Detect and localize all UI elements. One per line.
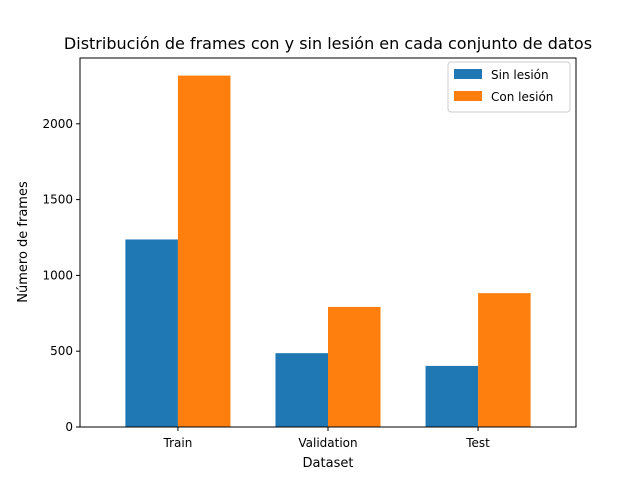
bar-sin-lesión-validation xyxy=(275,353,328,427)
chart-title: Distribución de frames con y sin lesión … xyxy=(64,34,592,53)
legend-label: Con lesión xyxy=(491,90,553,104)
x-tick-label-test: Test xyxy=(465,436,490,450)
legend-swatch xyxy=(454,69,482,79)
y-tick-label: 1000 xyxy=(42,268,73,282)
x-tick-label-train: Train xyxy=(163,436,193,450)
y-tick-label: 500 xyxy=(50,344,73,358)
x-axis: Train Validation Test xyxy=(163,427,490,450)
bar-con-lesión-test xyxy=(478,293,531,427)
plot-frame xyxy=(79,57,577,428)
x-tick-label-validation: Validation xyxy=(298,436,357,450)
y-tick-label: 0 xyxy=(65,420,73,434)
y-tick-label: 2000 xyxy=(42,117,73,131)
legend-swatch xyxy=(454,91,482,101)
y-axis-label: Número de frames xyxy=(16,181,31,303)
x-axis-label: Dataset xyxy=(303,456,354,471)
bar-con-lesión-validation xyxy=(328,306,381,427)
bar-con-lesión-train xyxy=(177,75,231,427)
bar-sin-lesión-train xyxy=(125,239,178,427)
y-tick-label: 1500 xyxy=(42,193,73,207)
bar-sin-lesión-test xyxy=(425,365,479,427)
legend-label: Sin lesión xyxy=(491,68,549,82)
y-axis: 0 500 1000 1500 2000 xyxy=(42,117,80,434)
legend: Sin lesión Con lesión xyxy=(447,61,571,113)
bars-group xyxy=(125,75,531,427)
